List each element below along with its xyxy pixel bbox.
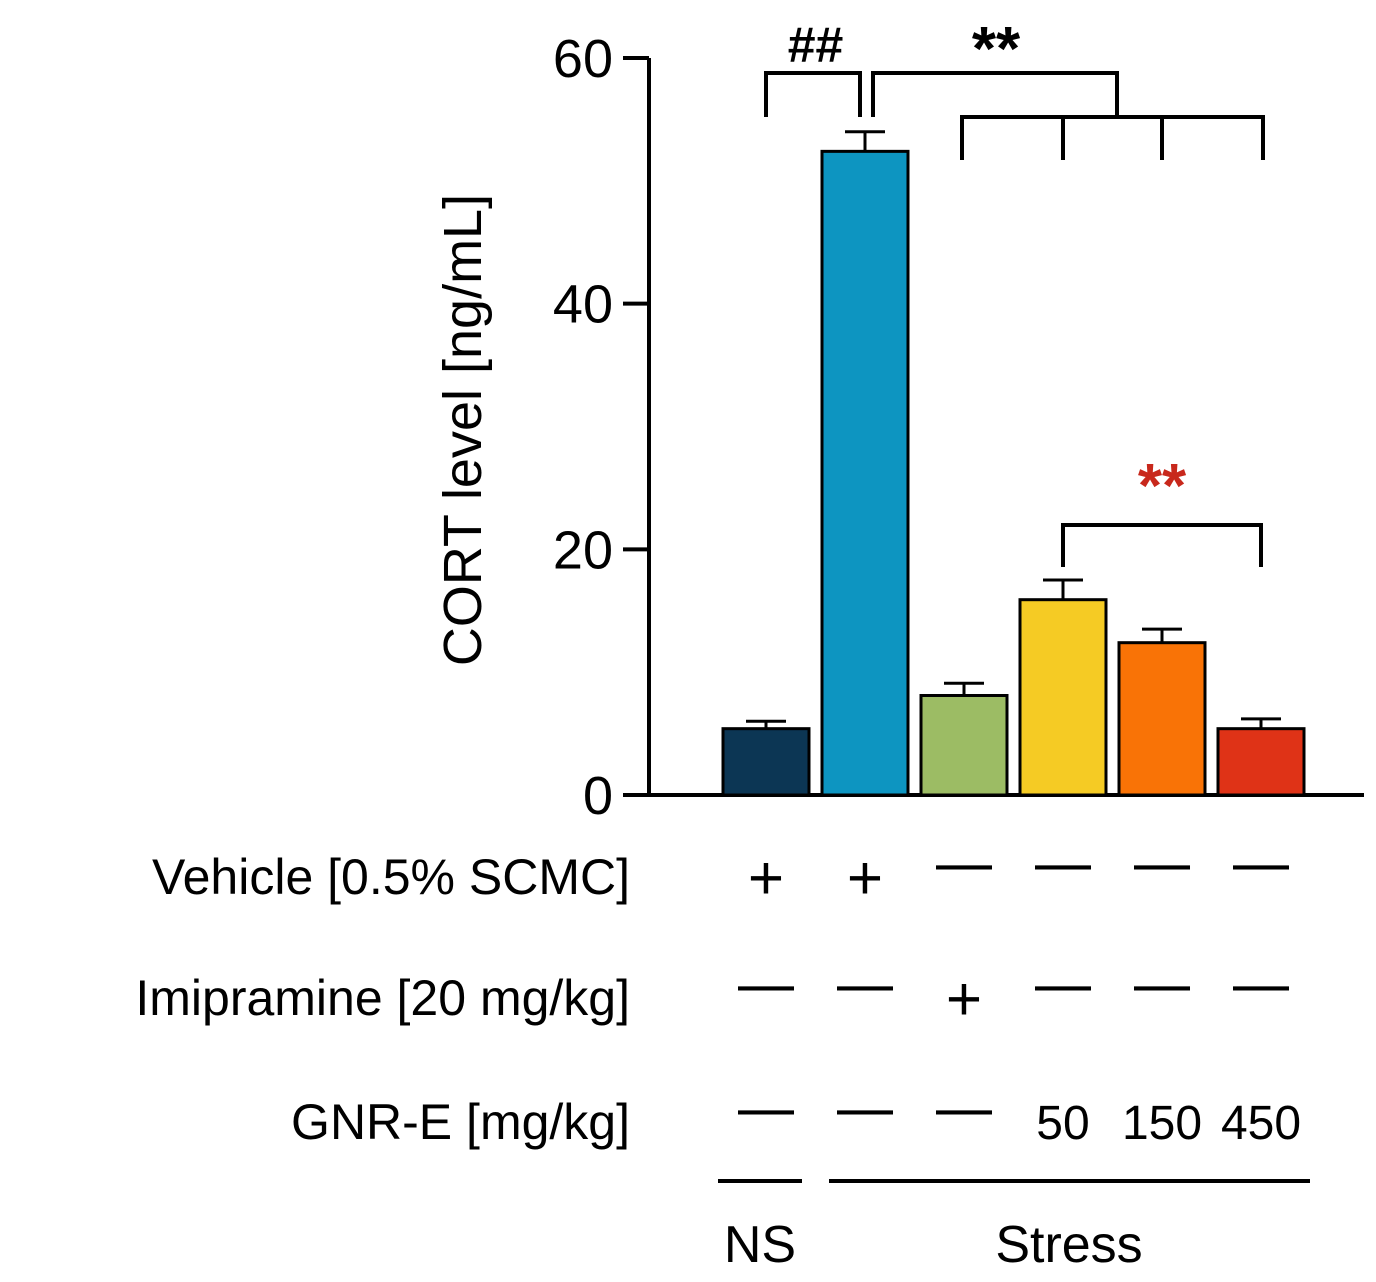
minus-sign: —	[837, 949, 893, 1018]
plus-sign: +	[946, 965, 982, 1034]
stress-group-label: Stress	[995, 1216, 1142, 1274]
minus-sign: —	[1134, 828, 1190, 897]
minus-sign: —	[1035, 828, 1091, 897]
hash-label: ##	[788, 17, 844, 73]
minus-sign: —	[738, 1073, 794, 1142]
y-tick-label: 20	[553, 520, 613, 580]
minus-sign: —	[1233, 949, 1289, 1018]
red-significance-stars: **	[1138, 452, 1187, 521]
bars	[721, 130, 1306, 797]
dose-value: 450	[1221, 1097, 1301, 1150]
treatment-row-label: Imipramine [20 mg/kg]	[135, 970, 630, 1026]
ns-group-label: NS	[724, 1216, 796, 1274]
bar	[1216, 727, 1306, 797]
significance-annotations: ## ** **	[764, 15, 1265, 567]
bar	[1117, 641, 1207, 797]
treatment-row-label: GNR-E [mg/kg]	[291, 1094, 630, 1150]
minus-sign: —	[936, 828, 992, 897]
y-tick-label: 60	[553, 29, 613, 89]
plus-sign: +	[847, 844, 883, 913]
bar	[820, 149, 910, 797]
minus-sign: —	[1233, 828, 1289, 897]
axes: 0 20 40 60 CORT level [ng/mL]	[433, 29, 1364, 826]
minus-sign: —	[1134, 949, 1190, 1018]
bar	[919, 694, 1009, 797]
treatment-table: Vehicle [0.5% SCMC] + + — — — — Imipramine [20 …	[135, 828, 1310, 1274]
minus-sign: —	[936, 1073, 992, 1142]
plus-sign: +	[748, 844, 784, 913]
y-tick-label: 0	[583, 766, 613, 826]
minus-sign: —	[1035, 949, 1091, 1018]
bar	[1018, 598, 1108, 797]
minus-sign: —	[738, 949, 794, 1018]
stress-bracket-group	[960, 115, 1265, 160]
stress-bracket-top	[871, 71, 1119, 117]
hash-bracket	[764, 71, 862, 117]
dose-value: 150	[1122, 1097, 1202, 1150]
treatment-row-label: Vehicle [0.5% SCMC]	[152, 849, 630, 905]
dose-value: 50	[1036, 1097, 1089, 1150]
black-significance-stars: **	[972, 15, 1021, 84]
red-bracket	[1061, 523, 1263, 567]
y-tick-label: 40	[553, 275, 613, 335]
minus-sign: —	[837, 1073, 893, 1142]
y-axis-label: CORT level [ng/mL]	[433, 194, 493, 666]
bar	[721, 727, 811, 797]
